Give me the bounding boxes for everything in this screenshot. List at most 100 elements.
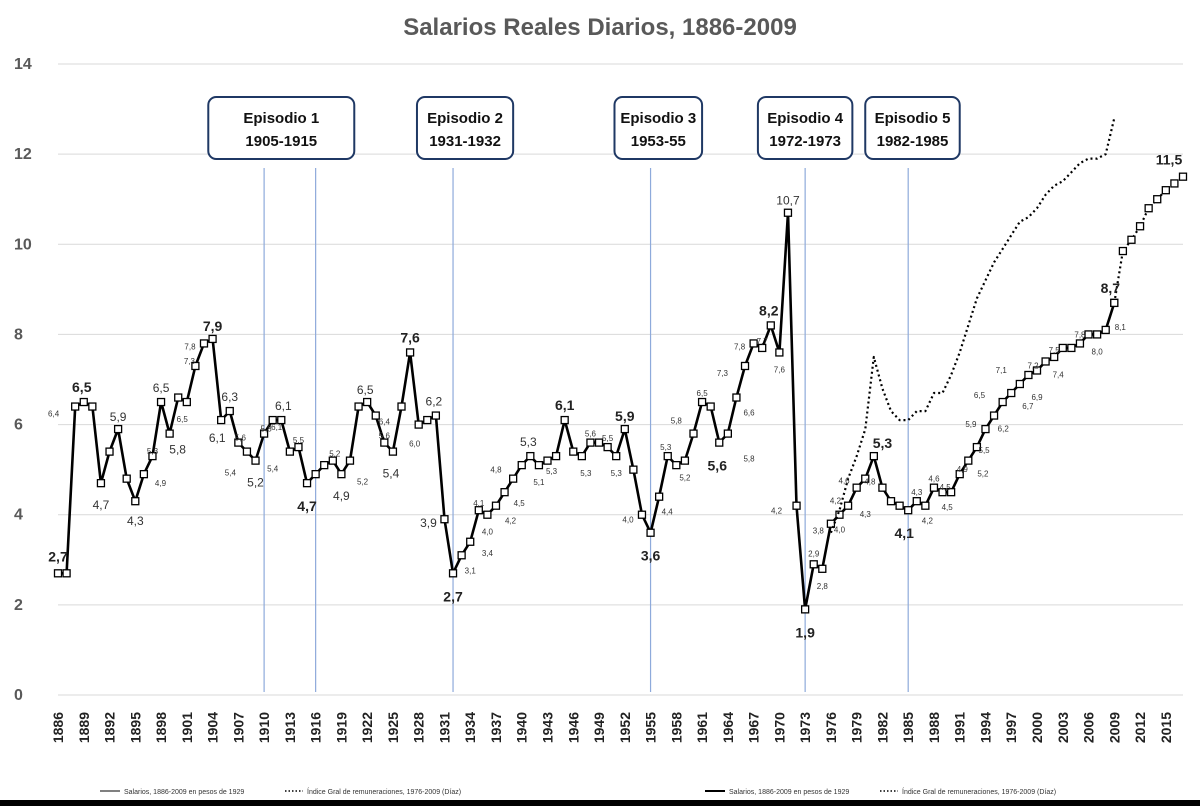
data-label: 5,6 [585, 430, 597, 439]
x-tick-label: 1904 [205, 712, 221, 743]
data-point [878, 483, 887, 492]
data-point [320, 460, 329, 470]
x-tick-label: 1916 [308, 712, 324, 743]
data-label: 11,5 [1156, 152, 1183, 168]
x-tick-label: 1982 [874, 712, 890, 743]
data-point [629, 465, 638, 474]
episode-box [864, 96, 961, 160]
data-label: 5,5 [602, 434, 614, 443]
data-label: 3,4 [482, 549, 494, 558]
data-point [191, 361, 200, 371]
chart-title: Salarios Reales Diarios, 1886-2009 [403, 14, 797, 41]
legend-label: Salarios, 1886-2009 en pesos de 1929 [124, 789, 244, 796]
x-tick-label: 1991 [952, 712, 968, 743]
data-label: 5,3 [147, 447, 159, 456]
data-label: 4,2 [830, 497, 842, 506]
data-label: 7,5 [1049, 346, 1061, 355]
data-point [895, 501, 904, 510]
data-point [259, 429, 269, 438]
data-point [1067, 343, 1076, 353]
data-label: 5,6 [235, 434, 247, 443]
x-tick-label: 1943 [540, 712, 556, 743]
data-label: 5,1 [533, 478, 545, 487]
data-label: 6,5 [357, 383, 374, 397]
data-point [466, 537, 475, 546]
x-tick-label: 1997 [1003, 712, 1019, 743]
x-tick-label: 1934 [462, 712, 478, 743]
data-point [225, 406, 234, 416]
data-label: 5,9 [965, 420, 977, 429]
episode-years: 1953-55 [631, 133, 686, 150]
data-point [371, 411, 380, 420]
data-point [448, 569, 458, 578]
data-point [1075, 339, 1085, 348]
data-label: 6,5 [177, 415, 189, 424]
data-label: 5,5 [293, 436, 305, 445]
legend-label: Índice Gral de remuneraciones, 1976-2009… [902, 787, 1056, 796]
y-tick-label: 8 [14, 326, 23, 343]
series-line-2 [829, 117, 1116, 534]
x-tick-label: 1955 [643, 712, 659, 743]
data-point [1170, 179, 1179, 188]
data-label: 4,3 [911, 488, 923, 497]
data-point [586, 438, 595, 447]
data-point [208, 334, 217, 344]
x-tick-label: 1901 [179, 712, 195, 743]
data-point [706, 402, 715, 411]
episode-years: 1982-1985 [877, 133, 949, 150]
data-label: 5,9 [615, 408, 635, 424]
data-label: 5,3 [611, 469, 623, 478]
data-label: 5,2 [329, 450, 341, 459]
episode-years: 1972-1973 [769, 133, 841, 150]
x-tick-label: 2012 [1132, 712, 1148, 743]
data-point [852, 483, 861, 492]
data-label: 6,9 [1031, 393, 1043, 402]
data-label: 7,8 [1074, 330, 1086, 339]
data-label: 6,1 [209, 431, 226, 445]
data-point [517, 460, 526, 470]
data-label: 5,4 [383, 467, 400, 481]
x-tick-label: 1898 [153, 712, 169, 743]
data-label: 2,9 [808, 549, 820, 558]
data-label: 5,3 [580, 469, 592, 478]
data-point [861, 474, 870, 483]
data-label: 5,8 [743, 455, 755, 464]
x-tick-label: 1895 [127, 712, 143, 743]
data-point [1015, 379, 1024, 389]
data-label: 5,2 [679, 474, 691, 483]
x-tick-label: 1913 [282, 712, 298, 743]
series-line-0 [58, 211, 1116, 611]
x-tick-label: 1988 [926, 712, 942, 743]
data-point [1161, 186, 1170, 195]
x-tick-label: 1889 [76, 712, 92, 743]
data-point [543, 456, 552, 465]
x-tick-label: 1964 [720, 712, 736, 743]
data-label: 7,6 [400, 329, 420, 345]
data-label: 6,4 [379, 418, 391, 427]
data-label: 5,8 [261, 425, 273, 434]
series-line-1 [1113, 175, 1184, 304]
data-point [809, 560, 818, 569]
data-point [217, 415, 226, 425]
data-point [423, 415, 432, 425]
data-point [285, 447, 295, 456]
data-point [603, 442, 612, 452]
x-tick-label: 1994 [977, 712, 993, 743]
data-label: 4,3 [860, 510, 872, 519]
data-label: 5,6 [379, 432, 391, 441]
data-label: 4,6 [839, 477, 851, 486]
data-point [491, 501, 501, 510]
y-tick-label: 6 [14, 417, 23, 434]
data-point [620, 424, 629, 434]
data-point [474, 506, 483, 515]
x-axis: 1886 1889 1892 1895 1898 1901 1904 1907 1910 1913… [50, 712, 1174, 743]
x-tick-label: 1961 [694, 712, 710, 743]
data-point [783, 208, 793, 217]
legend-label: Índice Gral de remuneraciones, 1976-2009… [307, 787, 461, 796]
data-label: 4,1 [473, 499, 485, 508]
data-point [431, 411, 441, 420]
data-point [569, 447, 578, 456]
data-label: 4,2 [922, 517, 934, 526]
episode-title: Episodio 4 [767, 110, 844, 127]
data-point [1135, 222, 1145, 231]
